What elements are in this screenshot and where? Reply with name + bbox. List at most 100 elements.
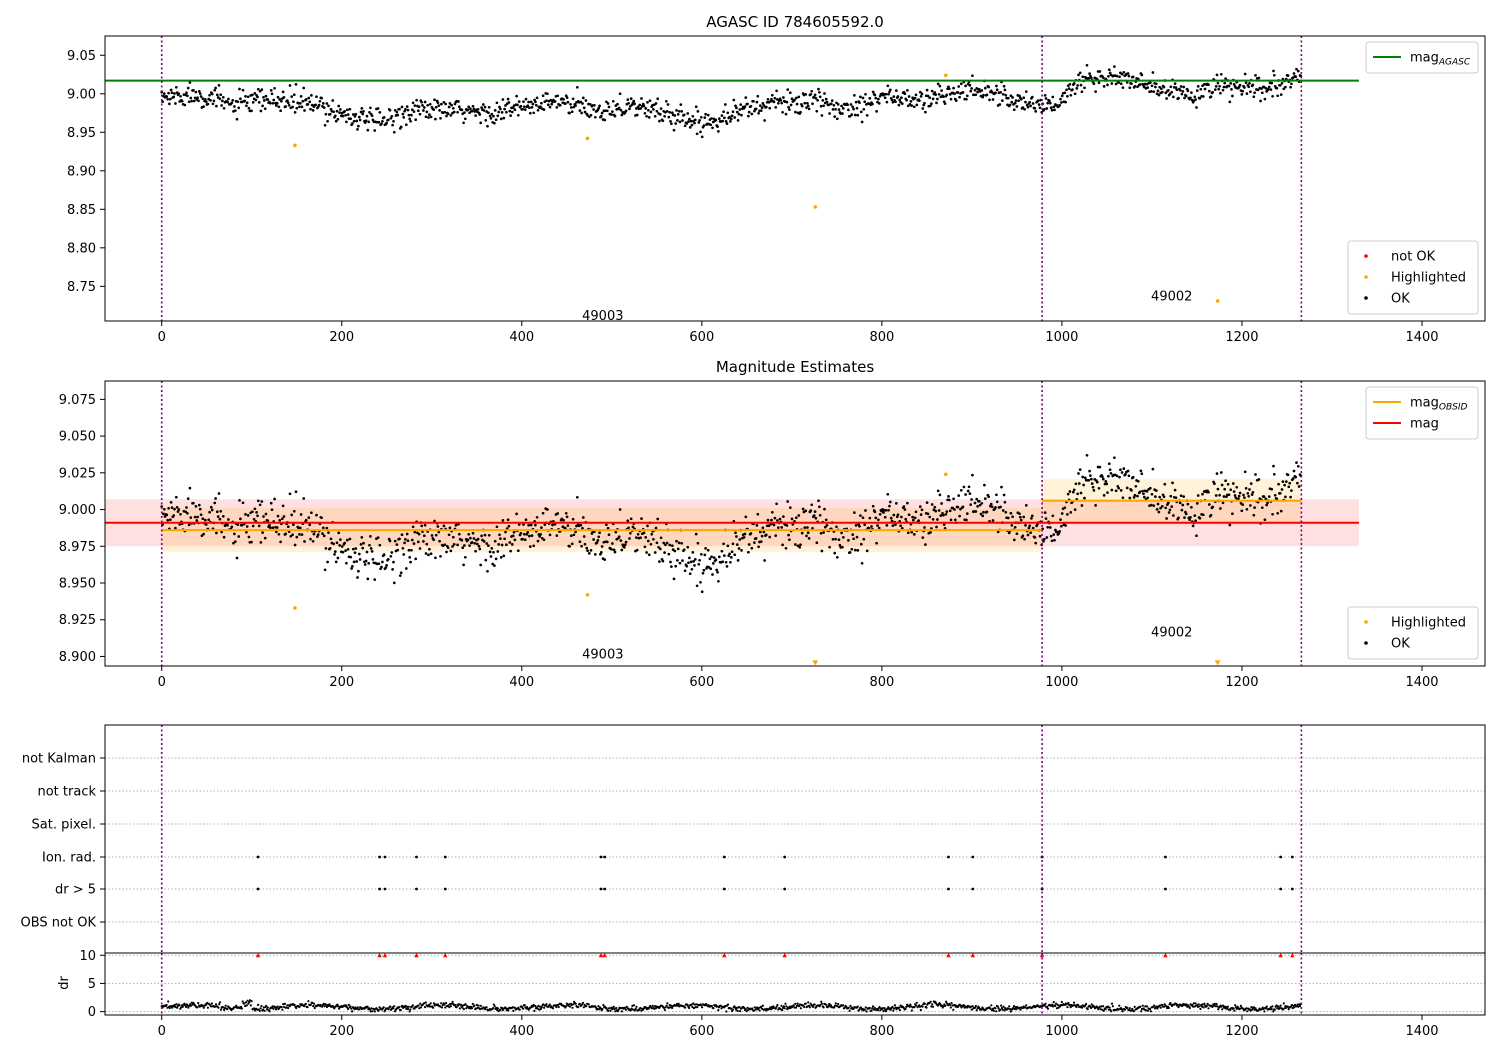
agasc-ok-point <box>571 97 575 101</box>
agasc-ok-point <box>1230 88 1233 91</box>
magest-ok-point <box>403 541 406 545</box>
magest-ok-point <box>1140 472 1144 476</box>
dr-point <box>792 1004 795 1007</box>
agasc-ok-point <box>693 121 696 125</box>
agasc-ok-point <box>359 110 363 114</box>
magest-highlighted-point <box>943 472 948 477</box>
magest-ok-point <box>168 518 172 522</box>
agasc-ok-point <box>1178 88 1182 92</box>
agasc-ok-point <box>519 104 523 108</box>
agasc-ok-point <box>530 106 534 109</box>
dr-point <box>473 1004 476 1007</box>
agasc-ok-point <box>731 110 735 114</box>
dr-point <box>637 1009 641 1012</box>
magest-ok-point <box>536 539 540 543</box>
flag-event-point <box>383 887 387 891</box>
magest-ok-point <box>432 538 436 542</box>
agasc-ok-point <box>192 89 195 92</box>
magest-ok-point <box>436 525 440 528</box>
agasc-ok-point <box>1050 108 1054 112</box>
agasc-ok-point <box>377 120 381 124</box>
dr-point <box>564 1005 568 1008</box>
magest-ok-point <box>1278 491 1282 495</box>
dr-point <box>992 1009 995 1012</box>
magest-ok-point <box>631 525 635 529</box>
dr-ytick-label: 0 <box>88 1005 96 1020</box>
dr-point <box>594 1006 598 1009</box>
agasc-xtick-label: 800 <box>869 330 894 345</box>
magest-ok-point <box>427 553 430 557</box>
agasc-ok-point <box>318 99 322 103</box>
agasc-ok-point <box>426 103 430 107</box>
agasc-ok-point <box>1190 91 1193 94</box>
magest-ok-point <box>1158 495 1162 499</box>
dr-point <box>872 1008 876 1011</box>
agasc-ok-point <box>1228 100 1232 104</box>
agasc-ok-point <box>436 101 440 105</box>
magest-ok-point <box>1224 479 1227 483</box>
magest-ok-point <box>1073 508 1077 511</box>
magest-ok-point <box>930 503 934 506</box>
agasc-ok-point <box>1138 83 1142 86</box>
agasc-ok-point <box>574 104 577 107</box>
agasc-ok-point <box>639 107 642 110</box>
agasc-ok-point <box>256 87 260 91</box>
magest-ok-point <box>1155 508 1159 511</box>
agasc-ok-point <box>1017 99 1020 103</box>
dr-point <box>241 1000 244 1003</box>
dr-point <box>556 1003 560 1007</box>
magest-ok-point <box>310 511 313 515</box>
agasc-ok-point <box>971 74 974 78</box>
magest-ok-point <box>945 510 949 513</box>
magest-ok-point <box>404 538 407 541</box>
dr-point <box>868 1006 871 1010</box>
magest-ok-point <box>1001 509 1005 512</box>
flag-row-label: Sat. pixel. <box>32 818 96 833</box>
magest-ok-point <box>1090 482 1094 485</box>
magest-ok-point <box>1115 474 1119 478</box>
agasc-ok-point <box>1169 85 1173 89</box>
flag-event-point <box>415 855 418 859</box>
agasc-ok-point <box>515 94 518 98</box>
magest-ok-point <box>990 505 994 509</box>
magest-upper-legend <box>1365 386 1479 440</box>
agasc-frame <box>104 35 1486 322</box>
magest-ok-point <box>539 533 542 536</box>
magest-ok-point <box>838 543 842 547</box>
agasc-ok-point <box>968 84 972 87</box>
agasc-ok-point <box>1164 91 1168 95</box>
dr-point <box>761 1004 765 1007</box>
agasc-ok-point <box>545 99 548 103</box>
magest-ok-point <box>194 505 198 508</box>
agasc-panel-title: AGASC ID 784605592.0 <box>706 13 884 31</box>
agasc-ok-point <box>493 109 497 112</box>
dr-point <box>654 1007 658 1010</box>
agasc-ok-point <box>284 105 288 108</box>
agasc-ok-point <box>761 102 765 105</box>
agasc-ok-point <box>749 104 753 108</box>
agasc-ytick-label: 8.85 <box>67 203 96 218</box>
dr-point <box>184 1005 188 1009</box>
magest-ok-point <box>683 569 687 573</box>
magest-ok-point <box>807 537 811 540</box>
magest-ok-point <box>711 573 714 576</box>
agasc-ok-point <box>376 107 380 110</box>
dr-point <box>1239 1007 1242 1010</box>
agasc-ok-point <box>611 99 615 103</box>
magest-ok-point <box>395 543 399 546</box>
magest-ok-point <box>885 524 889 527</box>
magest-ok-point <box>1052 533 1056 536</box>
agasc-ok-point <box>507 101 511 104</box>
agasc-ok-point <box>1243 72 1247 76</box>
dr-clipped-marker <box>722 953 727 958</box>
magest-ok-point <box>170 506 174 509</box>
flag-event-point <box>1164 855 1167 859</box>
dr-point <box>370 1007 373 1010</box>
dr-ytick-label: 5 <box>88 977 96 992</box>
magest-ok-point <box>1223 487 1227 491</box>
dr-point <box>218 1001 222 1004</box>
magest-ok-point <box>976 505 979 508</box>
agasc-ok-point <box>1263 97 1267 101</box>
magest-ok-point <box>598 531 601 535</box>
agasc-ok-point <box>406 108 410 112</box>
